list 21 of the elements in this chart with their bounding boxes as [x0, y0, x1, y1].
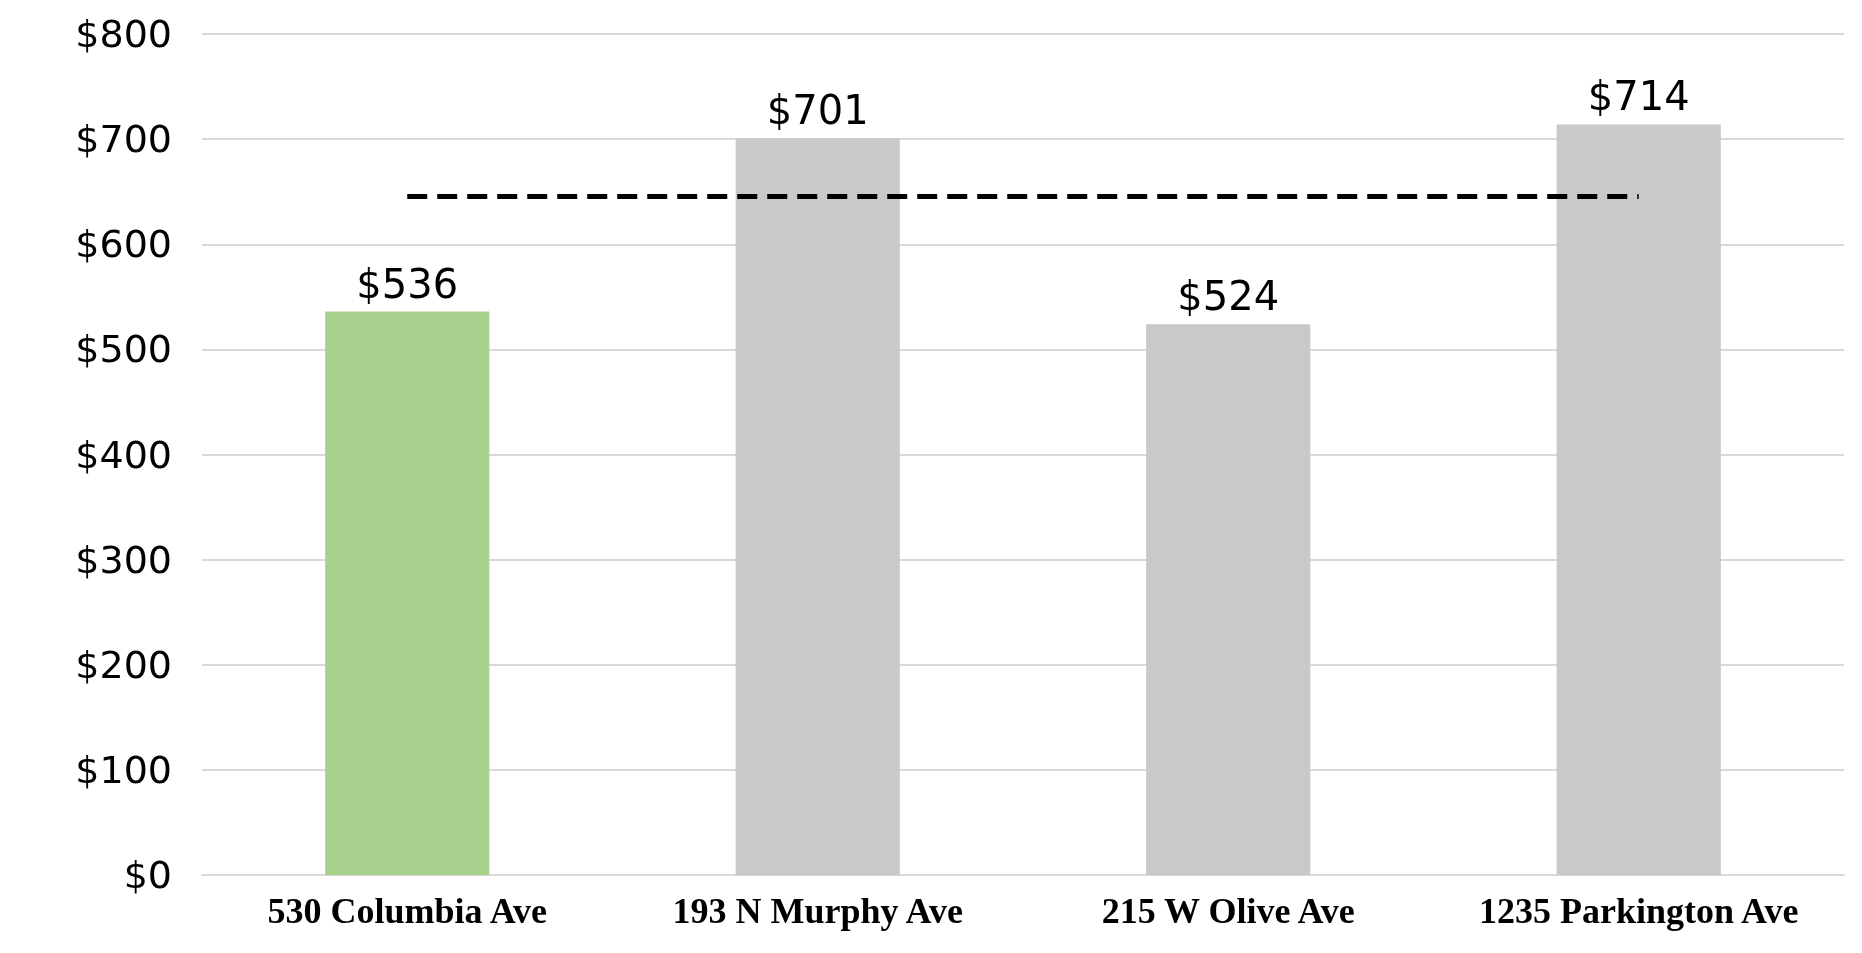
- data-label: $524: [1177, 273, 1280, 320]
- y-tick-label: $100: [75, 747, 172, 792]
- data-label: $701: [766, 87, 869, 134]
- y-tick-label: $700: [75, 117, 172, 162]
- x-tick-label: 193 N Murphy Ave: [672, 891, 963, 931]
- y-tick-label: $600: [75, 222, 172, 267]
- bar: [1146, 324, 1311, 875]
- x-tick-label: 530 Columbia Ave: [267, 891, 547, 931]
- y-tick-label: $500: [75, 327, 172, 372]
- x-tick-label: 1235 Parkington Ave: [1479, 891, 1799, 931]
- y-tick-label: $800: [75, 12, 172, 56]
- y-tick-label: $200: [75, 642, 172, 687]
- y-tick-label: $400: [75, 432, 172, 477]
- x-tick-label: 215 W Olive Ave: [1101, 891, 1355, 931]
- bar: [735, 138, 900, 875]
- bar: [1556, 124, 1721, 875]
- data-label: $714: [1587, 73, 1690, 120]
- y-tick-label: $0: [123, 853, 172, 897]
- y-tick-label: $300: [75, 537, 172, 582]
- data-label: $536: [356, 260, 459, 307]
- bar: [325, 311, 490, 875]
